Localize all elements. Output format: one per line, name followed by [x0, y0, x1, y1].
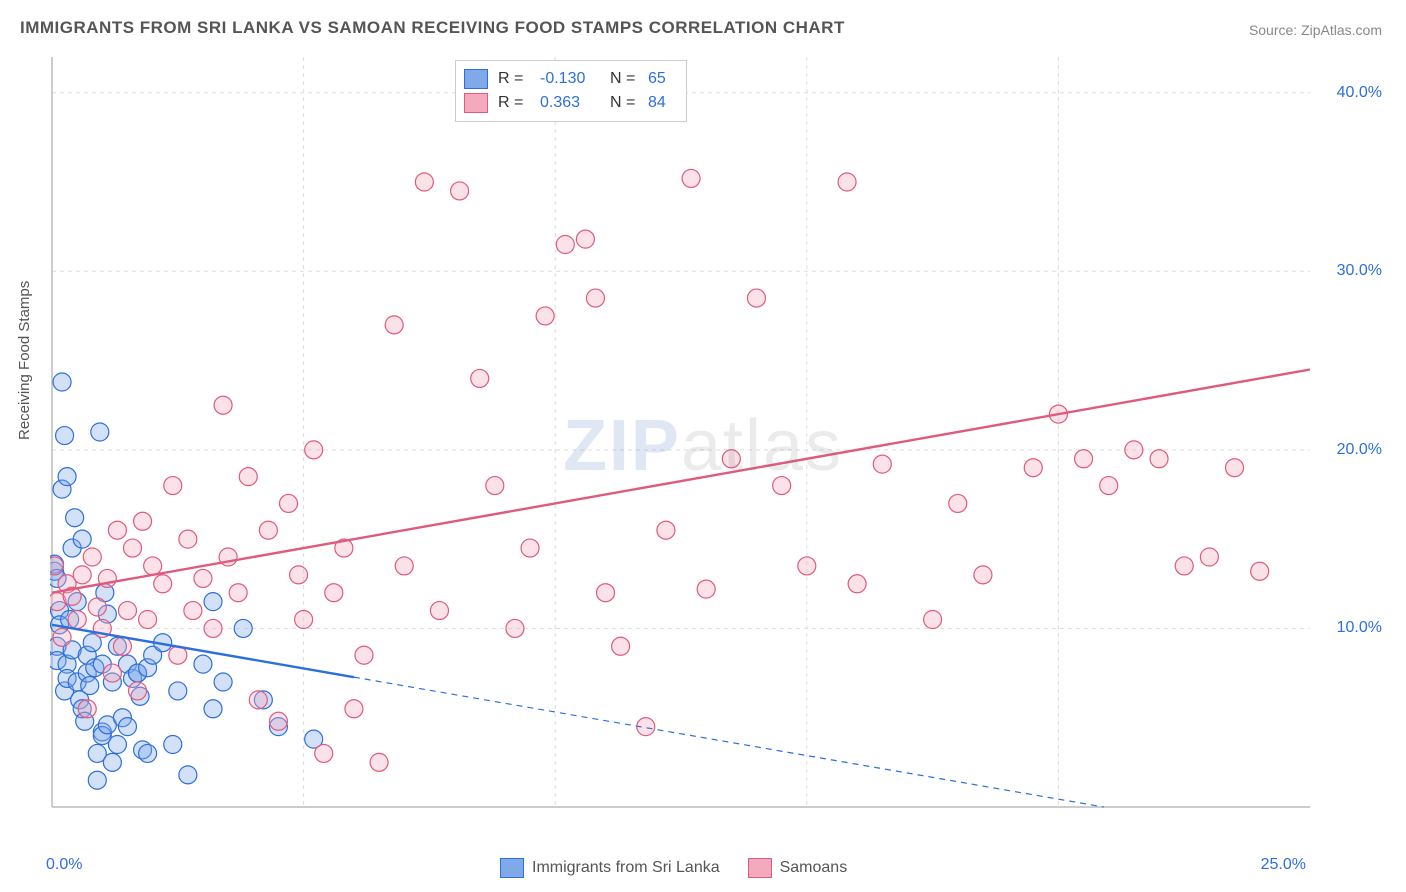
r-value-samoans: 0.363: [540, 94, 610, 112]
swatch-samoans: [748, 858, 772, 878]
source-link[interactable]: ZipAtlas.com: [1301, 22, 1382, 38]
r-label: R =: [498, 94, 540, 112]
n-label: N =: [610, 70, 648, 88]
legend-item-srilanka: Immigrants from Sri Lanka: [500, 858, 720, 878]
x-tick-label: 25.0%: [1261, 856, 1306, 874]
r-value-srilanka: -0.130: [540, 70, 610, 88]
swatch-samoans: [464, 93, 488, 113]
x-tick-label: 0.0%: [46, 856, 82, 874]
y-tick-label: 40.0%: [1337, 84, 1382, 102]
legend-row-srilanka: R = -0.130 N = 65: [464, 67, 678, 91]
y-tick-label: 30.0%: [1337, 262, 1382, 280]
y-tick-label: 20.0%: [1337, 441, 1382, 459]
y-tick-label: 10.0%: [1337, 619, 1382, 637]
scatter-plot: [50, 55, 1380, 845]
n-value-srilanka: 65: [648, 70, 678, 88]
r-label: R =: [498, 70, 540, 88]
series-legend: Immigrants from Sri Lanka Samoans: [500, 858, 847, 878]
y-axis-label: Receiving Food Stamps: [16, 281, 33, 440]
correlation-legend: R = -0.130 N = 65 R = 0.363 N = 84: [455, 60, 687, 122]
n-value-samoans: 84: [648, 94, 678, 112]
chart-title: IMMIGRANTS FROM SRI LANKA VS SAMOAN RECE…: [20, 18, 845, 38]
legend-item-samoans: Samoans: [748, 858, 848, 878]
swatch-srilanka: [500, 858, 524, 878]
source-credit: Source: ZipAtlas.com: [1249, 22, 1382, 38]
swatch-srilanka: [464, 69, 488, 89]
legend-row-samoans: R = 0.363 N = 84: [464, 91, 678, 115]
n-label: N =: [610, 94, 648, 112]
source-label: Source:: [1249, 22, 1297, 38]
legend-label-samoans: Samoans: [780, 859, 848, 877]
legend-label-srilanka: Immigrants from Sri Lanka: [532, 859, 720, 877]
